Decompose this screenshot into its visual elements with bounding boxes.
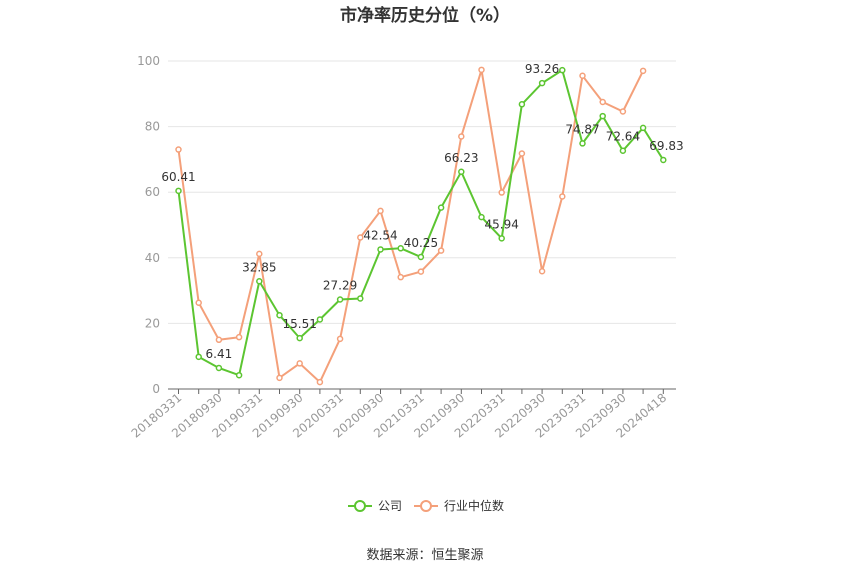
data-point — [397, 245, 404, 252]
data-label: 32.85 — [242, 260, 276, 274]
legend-item-1[interactable]: 行业中位数 — [414, 498, 504, 513]
y-tick-label: 40 — [145, 251, 160, 265]
data-point — [316, 316, 324, 323]
data-point — [316, 378, 324, 386]
y-tick-label: 60 — [145, 185, 160, 199]
series-layer — [175, 66, 667, 386]
data-point — [559, 193, 566, 200]
data-point — [215, 336, 223, 344]
data-point — [599, 112, 606, 120]
data-point — [377, 246, 384, 253]
data-point — [296, 334, 303, 342]
data-label: 66.23 — [444, 151, 478, 165]
data-point — [195, 353, 202, 361]
data-point — [377, 207, 384, 215]
data-label: 40.25 — [404, 236, 438, 250]
data-point — [175, 146, 182, 153]
legend-marker — [354, 500, 366, 512]
data-point — [619, 108, 627, 115]
data-point — [538, 79, 546, 87]
data-point — [336, 296, 344, 303]
data-point — [276, 311, 283, 319]
data-point — [579, 140, 586, 147]
data-point — [478, 213, 485, 221]
y-tick-label: 80 — [145, 120, 160, 134]
data-point — [498, 235, 505, 242]
data-point — [518, 101, 526, 108]
data-point — [397, 273, 404, 281]
data-point — [357, 295, 364, 302]
data-label: 6.41 — [206, 347, 233, 361]
data-point — [235, 371, 243, 379]
data-point — [538, 267, 546, 275]
data-point — [437, 204, 445, 211]
series-line-0 — [177, 68, 665, 377]
legend-label: 行业中位数 — [444, 498, 504, 513]
data-point — [195, 299, 202, 306]
data-point — [478, 66, 485, 74]
data-label: 74.87 — [565, 122, 599, 136]
data-point — [498, 189, 505, 196]
data-point — [235, 333, 243, 341]
data-point — [357, 234, 364, 241]
legend-marker — [420, 500, 432, 512]
y-tick-label: 100 — [137, 54, 160, 68]
data-point — [256, 278, 263, 285]
series-line-1 — [177, 69, 644, 384]
data-point — [175, 187, 182, 195]
grid — [168, 60, 676, 324]
legend-item-0[interactable]: 公司 — [348, 499, 402, 513]
data-label: 93.26 — [525, 62, 559, 76]
data-point — [619, 147, 627, 154]
data-label: 42.54 — [363, 228, 397, 242]
x-axis: 2018033120180930201903312019093020200331… — [129, 388, 676, 441]
data-label: 72.64 — [606, 130, 640, 144]
y-tick-label: 20 — [145, 316, 160, 330]
data-point — [215, 364, 223, 372]
data-point — [296, 360, 303, 367]
y-tick-label: 0 — [152, 382, 160, 396]
data-label: 60.41 — [161, 170, 195, 184]
data-point — [579, 72, 586, 80]
data-point — [437, 247, 445, 254]
data-label: 27.29 — [323, 278, 357, 292]
data-labels: 60.41 6.41 32.85 15.51 27.29 42.54 40.25 66.23 4… — [161, 62, 683, 361]
data-point — [336, 335, 344, 343]
data-point — [256, 250, 263, 258]
data-point — [458, 168, 465, 176]
data-point — [458, 133, 465, 140]
data-point — [417, 268, 425, 275]
y-axis: 0 20 40 60 80 100 — [137, 54, 160, 396]
data-point — [417, 253, 425, 261]
chart-title: 市净率历史分位（%） — [340, 5, 510, 26]
data-point — [518, 150, 526, 157]
data-point — [599, 98, 606, 106]
source-note: 数据来源：恒生聚源 — [366, 548, 483, 563]
data-point — [660, 156, 667, 164]
legend[interactable]: 公司 行业中位数 — [348, 498, 504, 513]
data-label: 15.51 — [283, 317, 317, 331]
data-point — [639, 67, 647, 75]
legend-label: 公司 — [378, 499, 402, 513]
data-point — [559, 66, 566, 74]
data-point — [276, 374, 283, 382]
data-label: 69.83 — [649, 139, 683, 153]
data-point — [639, 124, 647, 132]
data-label: 45.94 — [485, 217, 519, 231]
